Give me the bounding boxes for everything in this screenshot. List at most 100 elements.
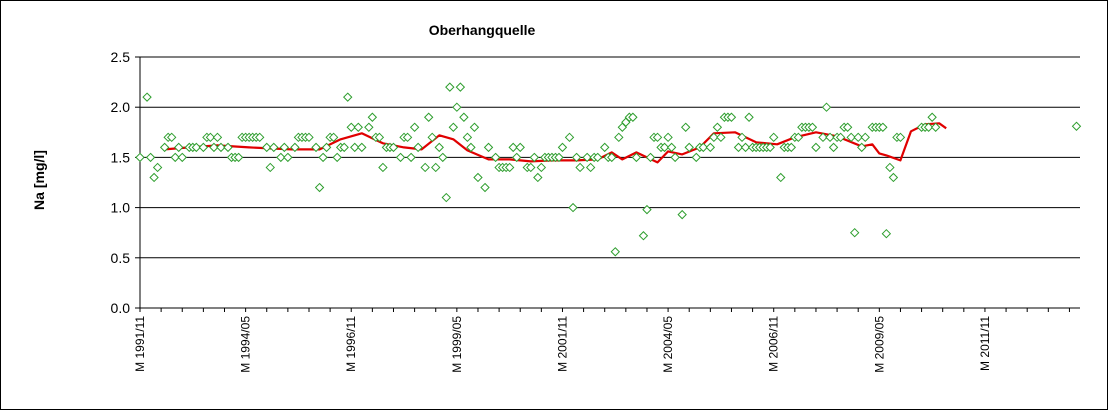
- data-point: [402, 132, 413, 143]
- data-point: [582, 152, 592, 163]
- data-point: [564, 132, 575, 143]
- data-point: [733, 142, 744, 153]
- data-point: [652, 132, 663, 143]
- data-point: [628, 112, 638, 122]
- data-point: [533, 172, 543, 183]
- data-point: [152, 162, 163, 173]
- measurement-points-series: [135, 82, 1082, 257]
- data-point: [744, 112, 754, 122]
- data-point: [888, 172, 899, 183]
- data-point: [737, 132, 747, 143]
- data-point: [209, 142, 219, 153]
- data-point: [304, 132, 314, 143]
- data-point: [765, 142, 775, 153]
- data-point: [455, 82, 466, 92]
- data-point: [769, 132, 779, 143]
- data-point: [170, 152, 180, 163]
- y-tick-label: 0.0: [111, 300, 131, 316]
- data-point: [223, 142, 233, 153]
- data-point: [198, 142, 209, 153]
- data-point: [726, 112, 737, 122]
- x-tick-label: M 1996/11: [344, 316, 358, 372]
- data-point: [638, 231, 649, 241]
- data-point: [445, 82, 455, 92]
- data-point: [930, 122, 941, 132]
- x-tick-label: M 2004/05: [661, 316, 675, 373]
- x-tick-label: M 1994/05: [239, 316, 253, 373]
- data-point: [825, 132, 835, 143]
- data-point: [670, 152, 680, 163]
- data-point: [923, 122, 934, 132]
- data-point: [212, 132, 223, 143]
- data-point: [332, 152, 342, 163]
- data-point: [328, 132, 339, 143]
- data-point: [631, 152, 642, 163]
- data-point: [575, 162, 585, 173]
- data-point: [614, 132, 624, 143]
- data-point: [434, 142, 444, 153]
- data-point: [818, 132, 828, 143]
- y-tick-label: 2.5: [111, 49, 131, 65]
- data-point: [680, 122, 691, 132]
- data-point: [431, 162, 441, 173]
- chart-title: Oberhangquelle: [429, 22, 536, 38]
- data-point: [314, 182, 325, 193]
- data-point: [311, 142, 321, 153]
- data-point: [592, 152, 603, 163]
- data-point: [716, 132, 726, 143]
- data-point: [283, 152, 293, 163]
- data-point: [515, 142, 525, 153]
- data-point: [448, 122, 459, 132]
- x-tick-label: M 2009/05: [872, 316, 886, 373]
- data-point: [712, 122, 723, 132]
- data-point: [321, 142, 332, 153]
- data-point: [480, 182, 490, 193]
- data-point: [600, 142, 610, 153]
- x-tick-label: M 2011/11: [978, 316, 992, 371]
- data-point: [409, 122, 420, 132]
- data-point: [135, 152, 145, 163]
- data-point: [269, 142, 279, 153]
- data-point: [508, 142, 518, 153]
- data-point: [367, 112, 378, 122]
- y-axis-label: Na [mg/l]: [31, 150, 47, 210]
- data-point: [350, 142, 360, 153]
- data-point: [645, 152, 656, 163]
- data-point: [878, 122, 888, 132]
- data-point: [166, 132, 177, 143]
- data-point: [423, 112, 434, 122]
- data-point: [469, 122, 480, 132]
- data-point: [529, 152, 540, 163]
- data-point: [709, 132, 719, 143]
- x-tick-label: M 2006/11: [767, 316, 781, 372]
- data-point: [885, 162, 895, 173]
- y-tick-label: 1.0: [111, 200, 131, 216]
- axes: [135, 56, 1080, 312]
- data-point: [554, 152, 564, 163]
- data-point: [853, 132, 863, 143]
- data-point: [395, 152, 406, 163]
- data-point: [607, 152, 617, 163]
- data-point: [205, 132, 216, 143]
- data-point: [459, 112, 469, 122]
- x-tick-labels: M 1991/11 M 1994/05 M 1996/11 M 1999/05 M 20…: [133, 316, 992, 373]
- data-point: [318, 152, 328, 163]
- data-point: [233, 152, 244, 163]
- data-point: [149, 172, 159, 183]
- grid-lines: [140, 56, 1080, 259]
- data-point: [388, 142, 399, 153]
- data-point: [1071, 121, 1082, 131]
- data-point: [343, 92, 353, 102]
- data-point: [339, 142, 349, 153]
- data-point: [353, 122, 363, 132]
- data-point: [698, 142, 709, 153]
- data-point: [828, 142, 839, 153]
- data-point: [265, 162, 275, 173]
- y-tick-label: 1.5: [111, 149, 131, 165]
- data-point: [610, 247, 620, 257]
- data-point: [413, 142, 423, 153]
- data-point: [895, 132, 906, 143]
- data-point: [490, 152, 501, 163]
- data-point: [504, 162, 515, 173]
